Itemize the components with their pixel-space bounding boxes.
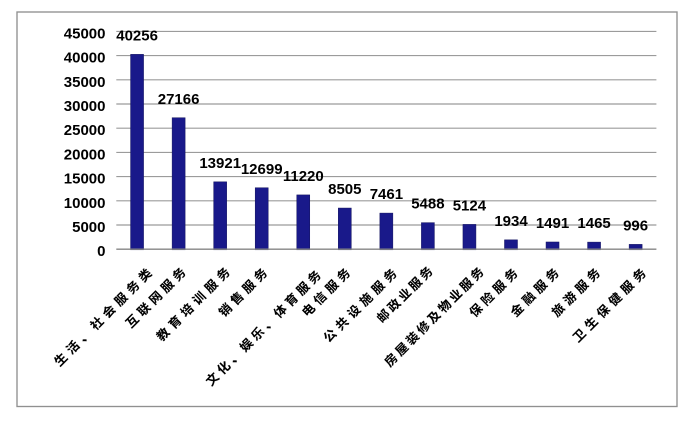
svg-text:10000: 10000 <box>64 195 106 212</box>
svg-text:5000: 5000 <box>72 219 105 236</box>
svg-text:30000: 30000 <box>64 98 106 115</box>
svg-text:1465: 1465 <box>577 215 610 232</box>
svg-text:20000: 20000 <box>64 146 106 163</box>
svg-text:0: 0 <box>97 243 105 260</box>
svg-text:996: 996 <box>623 218 648 235</box>
svg-text:7461: 7461 <box>370 186 403 203</box>
svg-text:27166: 27166 <box>158 91 200 108</box>
svg-text:5124: 5124 <box>453 198 487 215</box>
svg-text:35000: 35000 <box>64 74 106 91</box>
svg-text:1491: 1491 <box>536 215 569 232</box>
svg-text:11220: 11220 <box>283 168 324 185</box>
svg-text:25000: 25000 <box>64 122 106 139</box>
svg-text:13921: 13921 <box>199 155 241 172</box>
svg-text:8505: 8505 <box>328 181 361 198</box>
svg-text:40000: 40000 <box>64 50 106 67</box>
svg-text:1934: 1934 <box>494 213 528 230</box>
svg-text:15000: 15000 <box>64 171 106 188</box>
svg-text:5488: 5488 <box>411 196 444 213</box>
svg-text:12699: 12699 <box>241 161 283 178</box>
svg-text:40256: 40256 <box>116 28 158 45</box>
svg-text:45000: 45000 <box>64 25 106 42</box>
